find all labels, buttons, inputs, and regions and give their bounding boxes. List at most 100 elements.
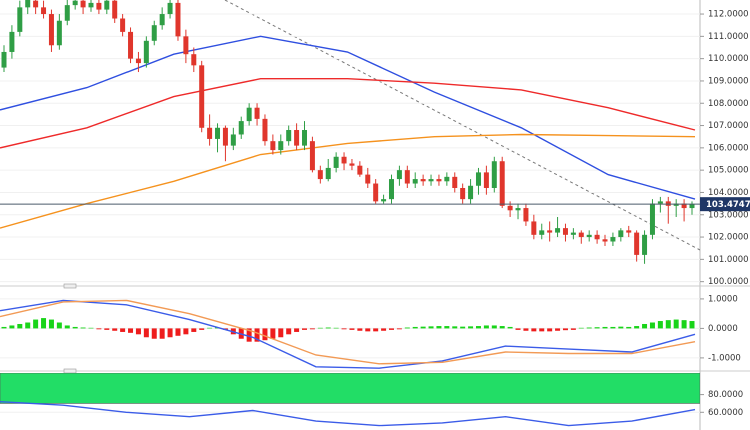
histogram-bar [112,328,118,331]
candle-body [610,237,616,242]
panel [0,0,700,283]
histogram-bar [25,322,31,329]
histogram-bar [373,328,379,332]
candle-body [341,156,347,164]
candle-body [270,141,276,151]
candle-body [151,25,157,41]
candle-body [388,179,394,200]
y-tick-label: 1.0000 [708,294,738,304]
histogram-bar [507,326,513,329]
candle-body [333,156,339,168]
candle-body [230,134,236,146]
histogram-bar [175,328,181,336]
candle-body [531,221,537,235]
histogram-bar [420,326,426,329]
candle-body [649,203,655,235]
candle-body [72,0,78,6]
candle-body [159,14,165,26]
histogram-bar [381,328,387,331]
candle-body [17,7,23,32]
histogram-bar [254,328,260,342]
histogram-bar [570,328,576,330]
y-tick-label: 111.0000 [708,32,749,42]
histogram-bar [626,326,632,329]
y-tick-label: 112.0000 [708,10,749,20]
histogram-bar [357,328,363,331]
candle-body [626,230,632,233]
histogram-bar [135,328,141,335]
last-price-box [700,197,750,212]
histogram-bar [618,326,624,329]
candle-body [602,239,608,242]
histogram-bar [88,327,94,329]
histogram-bar [159,328,165,339]
candle-body [665,201,671,206]
panel [0,298,700,369]
candle-body [365,174,371,184]
histogram-bar [523,328,529,331]
y-tick-label: 60.0000 [708,408,743,418]
histogram-bar [642,323,648,329]
histogram-bar [191,328,197,332]
histogram-bar [681,320,687,329]
histogram-bar [452,326,458,329]
histogram-bar [602,326,608,329]
panel [0,373,700,427]
y-tick-label: -1.0000 [708,353,741,363]
y-tick-label: 103.0000 [708,210,749,220]
histogram-bar [578,327,584,329]
histogram-bar [48,319,54,329]
candle-body [373,183,379,202]
candle-body [254,107,260,119]
candle-body [120,18,126,32]
histogram-bar [428,326,434,329]
candle-body [278,141,284,151]
candle-body [444,176,450,182]
y-tick-label: 107.0000 [708,121,749,131]
candle-body [452,176,458,188]
candle-body [594,234,600,240]
candle-body [143,40,149,64]
indicator-line [0,299,696,365]
resize-handle[interactable] [63,283,77,289]
candle-body [539,230,545,235]
candle-body [207,127,213,139]
candle-body [191,54,197,66]
histogram-bar [412,326,418,329]
candle-body [9,31,15,52]
candle-body [475,172,481,186]
histogram-bar [388,328,394,330]
histogram-bar [594,327,600,329]
candle-body [515,208,521,211]
histogram-bar [104,328,110,330]
candle-body [673,203,679,206]
histogram-bar [610,326,616,329]
histogram-bar [404,327,410,329]
histogram-bar [278,328,284,338]
histogram-bar [555,328,561,331]
candle-body [618,230,624,238]
candle-body [547,230,553,233]
candle-body [555,228,561,233]
histogram-bar [72,326,78,329]
histogram-bar [64,325,70,329]
histogram-bar [673,319,679,329]
histogram-bar [302,328,308,330]
candle-body [262,118,268,142]
candle-body [294,130,300,146]
histogram-bar [151,328,157,339]
histogram-bar [396,328,402,330]
candle-body [238,121,244,135]
candle-body [104,0,110,10]
histogram-bar [444,326,450,329]
histogram-bar [436,326,442,329]
resize-handle[interactable] [63,368,77,374]
histogram-bar [562,328,568,331]
histogram-bar [634,326,640,329]
y-tick-label: 106.0000 [708,143,749,153]
histogram-bar [468,326,474,329]
candle-body [80,0,86,8]
histogram-bar [17,323,23,329]
histogram-bar [657,321,663,329]
